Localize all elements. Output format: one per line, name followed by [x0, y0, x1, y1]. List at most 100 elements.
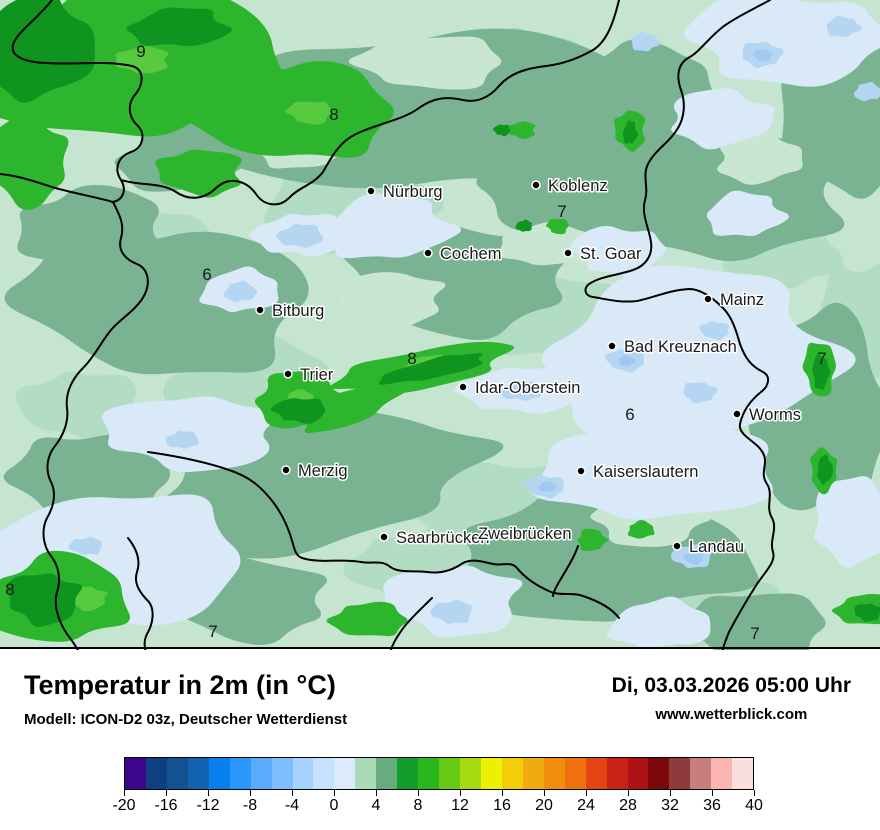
- legend-segment: [732, 758, 754, 789]
- legend-segment: [711, 758, 733, 789]
- terrain-dark-green-spot: [622, 120, 638, 144]
- terrain-sage-region: [17, 184, 164, 273]
- spot-temperature-value: 8: [5, 580, 14, 599]
- legend-tick-label: 0: [329, 797, 339, 814]
- legend-tick-label: -20: [112, 797, 136, 814]
- city-label: St. Goar: [580, 245, 642, 263]
- color-scale-legend: -20 -16 -12 -8 -4 0 4 8 12 16 20 24 28 32 36 40: [112, 757, 763, 817]
- legend-tick-mark: [291, 790, 293, 796]
- terrain-blue-spot: [165, 430, 200, 449]
- city-dot: [607, 341, 617, 351]
- legend-segment: [543, 758, 565, 789]
- legend-segment: [669, 758, 691, 789]
- city-dot: [703, 294, 713, 304]
- spot-temperature-value: 6: [625, 405, 634, 424]
- terrain-dark-green-spot: [854, 603, 880, 622]
- terrain-blue-spot: [276, 224, 323, 248]
- terrain-deep-blue-spot: [538, 481, 558, 493]
- terrain-pale-patch: [332, 272, 446, 329]
- city-label: Trier: [300, 366, 334, 384]
- legend-segment: [585, 758, 607, 789]
- legend-tick-label: 4: [371, 797, 381, 814]
- terrain-pale-patch: [348, 36, 502, 90]
- legend-tick-mark: [459, 790, 461, 796]
- terrain-green-region: [508, 121, 536, 139]
- legend-segment: [355, 758, 377, 789]
- admin-border-line: [120, 0, 620, 206]
- terrain-green-region: [545, 218, 569, 235]
- legend-segment: [606, 758, 628, 789]
- terrain-dark-green-spot: [126, 7, 232, 46]
- terrain-green-region: [627, 520, 655, 539]
- admin-border-line: [584, 0, 776, 650]
- admin-border-line: [0, 173, 114, 203]
- legend-segment: [145, 758, 167, 789]
- legend-segment: [648, 758, 670, 789]
- city-dot: [379, 532, 389, 542]
- spot-temperature-value: 6: [202, 265, 211, 284]
- legend-segment: [187, 758, 209, 789]
- admin-border-line: [552, 545, 579, 597]
- terrain-green-region: [326, 601, 408, 637]
- legend-segment: [125, 758, 146, 789]
- legend-tick-label: 20: [535, 797, 553, 814]
- city-dot: [255, 305, 265, 315]
- admin-border-line: [147, 451, 620, 619]
- legend-tick-label: 12: [451, 797, 469, 814]
- terrain-dark-green-spot: [817, 454, 833, 486]
- terrain-lightblue-valley: [814, 476, 880, 568]
- legend-segment: [229, 758, 251, 789]
- terrain-deep-blue-spot: [618, 355, 636, 367]
- temperature-map-canvas: 9 8 7 6 8 7 6 8 7 7 Nürburg Koblenz Cochem St. Goar Bi…: [0, 0, 880, 650]
- terrain-lightblue-valley: [706, 190, 790, 237]
- spot-temperature-value: 8: [329, 105, 338, 124]
- city-label: Cochem: [440, 245, 501, 263]
- legend-tick-mark: [375, 790, 377, 796]
- terrain-light-green-spot: [285, 101, 332, 125]
- terrain-blue-spot: [223, 280, 258, 303]
- spot-temperature-value: 7: [208, 622, 217, 641]
- city-label: Worms: [749, 406, 801, 424]
- admin-border-line: [127, 537, 154, 650]
- legend-tick-mark: [207, 790, 209, 796]
- legend-tick-label: 16: [493, 797, 511, 814]
- terrain-blue-spot: [699, 321, 729, 341]
- terrain-lightblue-valley: [323, 193, 462, 259]
- legend-segment: [460, 758, 481, 789]
- admin-border-line: [42, 201, 149, 650]
- legend-segment: [418, 758, 440, 789]
- city-label: Mainz: [720, 291, 764, 309]
- legend-segment: [501, 758, 523, 789]
- legend-tick-mark: [333, 790, 335, 796]
- city-label: Merzig: [298, 462, 348, 480]
- admin-border-line: [11, 0, 144, 203]
- city-label: Saarbrücken: [396, 529, 490, 547]
- city-label: Landau: [689, 538, 744, 556]
- valid-datetime: Di, 03.03.2026 05:00 Uhr: [611, 674, 851, 697]
- city-label: Idar-Oberstein: [475, 379, 580, 397]
- terrain-dark-green-spot: [812, 353, 831, 390]
- legend-segment: [690, 758, 712, 789]
- caption-left: Temperatur in 2m (in °C) Modell: ICON-D2…: [24, 670, 347, 728]
- spot-temperature-value: 7: [557, 202, 566, 221]
- color-scale-bar: [124, 757, 754, 790]
- terrain-light-green-spot: [115, 46, 169, 74]
- terrain-dark-green-spot: [0, 0, 95, 103]
- terrain-dark-green-spot: [515, 219, 533, 232]
- terrain-blue-spot: [499, 380, 543, 401]
- legend-tick-mark: [165, 790, 167, 796]
- city-label: Zweibrücken: [478, 525, 572, 543]
- terrain-green-region: [577, 528, 609, 552]
- legend-segment: [208, 758, 230, 789]
- legend-segment: [166, 758, 188, 789]
- legend-segment: [627, 758, 649, 789]
- legend-segment: [397, 758, 419, 789]
- legend-tick-mark: [501, 790, 503, 796]
- legend-segment: [376, 758, 398, 789]
- admin-border-line: [390, 597, 433, 650]
- temperature-map: 9 8 7 6 8 7 6 8 7 7 Nürburg Koblenz Cochem St. Goar Bi…: [0, 0, 880, 650]
- legend-segment: [250, 758, 272, 789]
- terrain-lightblue-valley: [531, 407, 773, 520]
- caption-bar: Temperatur in 2m (in °C) Modell: ICON-D2…: [0, 650, 880, 830]
